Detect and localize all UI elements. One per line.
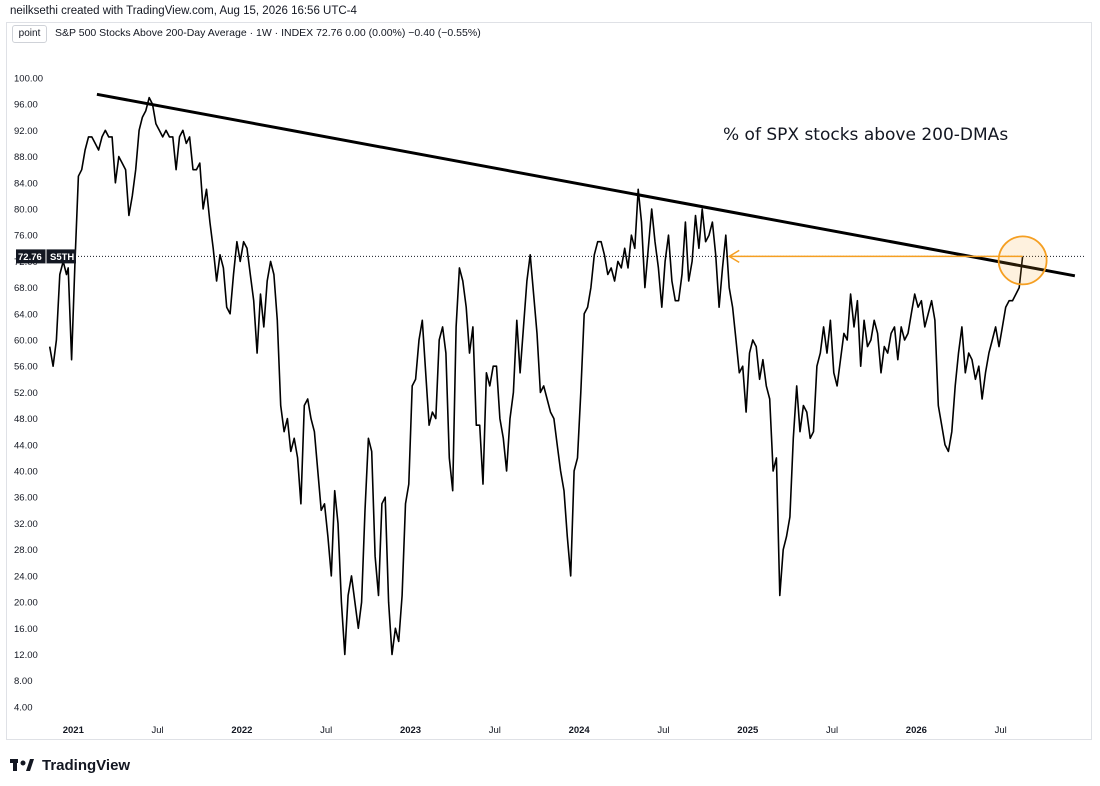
x-tick-label: 2023 — [400, 725, 421, 736]
y-tick-label: 4.00 — [14, 702, 33, 713]
point-mode-button[interactable]: point — [12, 25, 47, 43]
x-tick-label: Jul — [826, 725, 838, 736]
x-tick-label: Jul — [657, 725, 669, 736]
badge-value: 72.76 — [18, 252, 42, 263]
y-tick-label: 40.00 — [14, 467, 38, 478]
chart-frame — [6, 22, 1092, 740]
y-tick-label: 88.00 — [14, 152, 38, 163]
series-line — [48, 96, 1024, 656]
y-tick-label: 20.00 — [14, 598, 38, 609]
x-tick-label: 2021 — [63, 725, 85, 736]
y-tick-label: 92.00 — [14, 126, 38, 137]
symbol-legend[interactable]: S&P 500 Stocks Above 200-Day Average · 1… — [55, 27, 481, 39]
y-tick-label: 24.00 — [14, 571, 38, 582]
x-tick-label: Jul — [320, 725, 332, 736]
tradingview-logo-icon — [10, 759, 34, 771]
y-tick-label: 76.00 — [14, 231, 38, 242]
x-tick-label: 2022 — [231, 725, 252, 736]
x-tick-label: 2026 — [906, 725, 927, 736]
y-tick-label: 48.00 — [14, 414, 38, 425]
x-tick-label: 2025 — [737, 725, 759, 736]
y-tick-label: 96.00 — [14, 100, 38, 111]
x-tick-label: Jul — [152, 725, 164, 736]
y-tick-label: 84.00 — [14, 178, 38, 189]
y-tick-label: 28.00 — [14, 545, 38, 556]
footer-brand: TradingView — [10, 755, 130, 775]
arrow-head-icon — [727, 249, 740, 264]
y-tick-label: 16.00 — [14, 624, 38, 635]
y-tick-label: 36.00 — [14, 493, 38, 504]
y-tick-label: 64.00 — [14, 309, 38, 320]
y-tick-label: 60.00 — [14, 336, 38, 347]
chart-annotation: % of SPX stocks above 200-DMAs — [723, 125, 1008, 145]
y-tick-label: 100.00 — [14, 73, 43, 84]
y-tick-label: 80.00 — [14, 204, 38, 215]
y-tick-label: 32.00 — [14, 519, 38, 530]
y-tick-label: 52.00 — [14, 388, 38, 399]
badge-symbol: S5TH — [50, 252, 74, 263]
plot-area[interactable]: 72.76 S5TH — [16, 92, 1085, 656]
y-axis: 100.0096.0092.0088.0084.0080.0076.0072.0… — [14, 73, 43, 713]
last-value-badge: 72.76 S5TH — [16, 249, 76, 264]
brand-name: TradingView — [42, 756, 131, 774]
y-tick-label: 12.00 — [14, 650, 38, 661]
attribution: neilksethi created with TradingView.com,… — [10, 5, 357, 17]
trendline — [96, 92, 1076, 278]
x-tick-label: 2024 — [569, 725, 591, 736]
x-tick-label: Jul — [995, 725, 1007, 736]
x-tick-label: Jul — [489, 725, 501, 736]
y-tick-label: 68.00 — [14, 283, 38, 294]
highlight-circle — [997, 235, 1048, 286]
y-tick-label: 8.00 — [14, 676, 33, 687]
y-tick-label: 44.00 — [14, 440, 38, 451]
y-tick-label: 56.00 — [14, 362, 38, 373]
x-axis: 2021 Jul 2022 Jul 2023 Jul 2024 Jul 2025 Jul 2026 J… — [63, 725, 1007, 736]
